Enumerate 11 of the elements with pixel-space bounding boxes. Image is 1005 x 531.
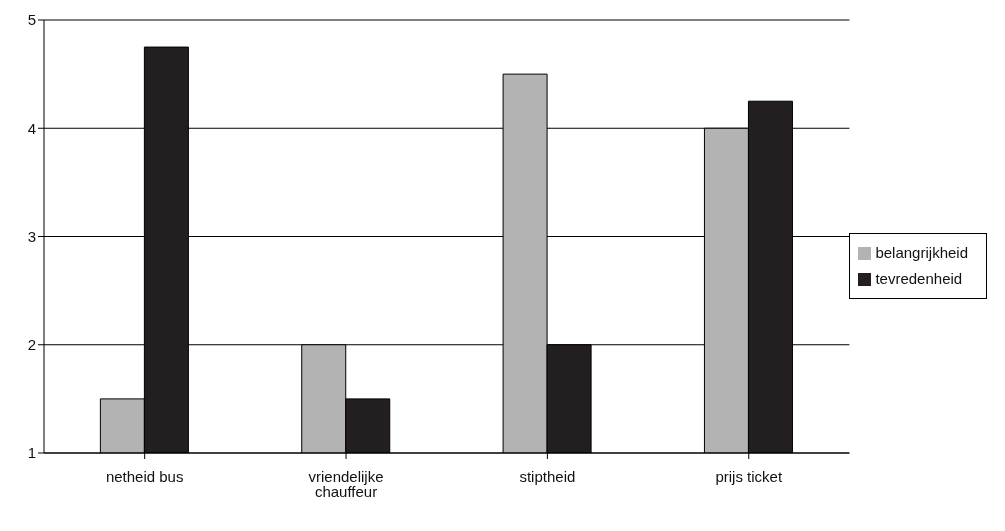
x-tick-label: prijs ticket bbox=[715, 467, 783, 485]
y-tick-label: 5 bbox=[27, 11, 36, 29]
x-tick-label: vriendelijke chauffeur bbox=[308, 467, 384, 500]
y-tick-label: 3 bbox=[27, 227, 36, 245]
y-tick-label: 4 bbox=[27, 119, 36, 137]
x-tick-label: stiptheid bbox=[519, 467, 576, 485]
x-tick-label: netheid bus bbox=[105, 467, 184, 485]
legend-label: tevredenheid bbox=[875, 269, 963, 287]
y-tick-label: 1 bbox=[27, 444, 36, 462]
y-tick-label: 2 bbox=[27, 336, 36, 354]
legend-label: belangrijkheid bbox=[875, 243, 968, 261]
